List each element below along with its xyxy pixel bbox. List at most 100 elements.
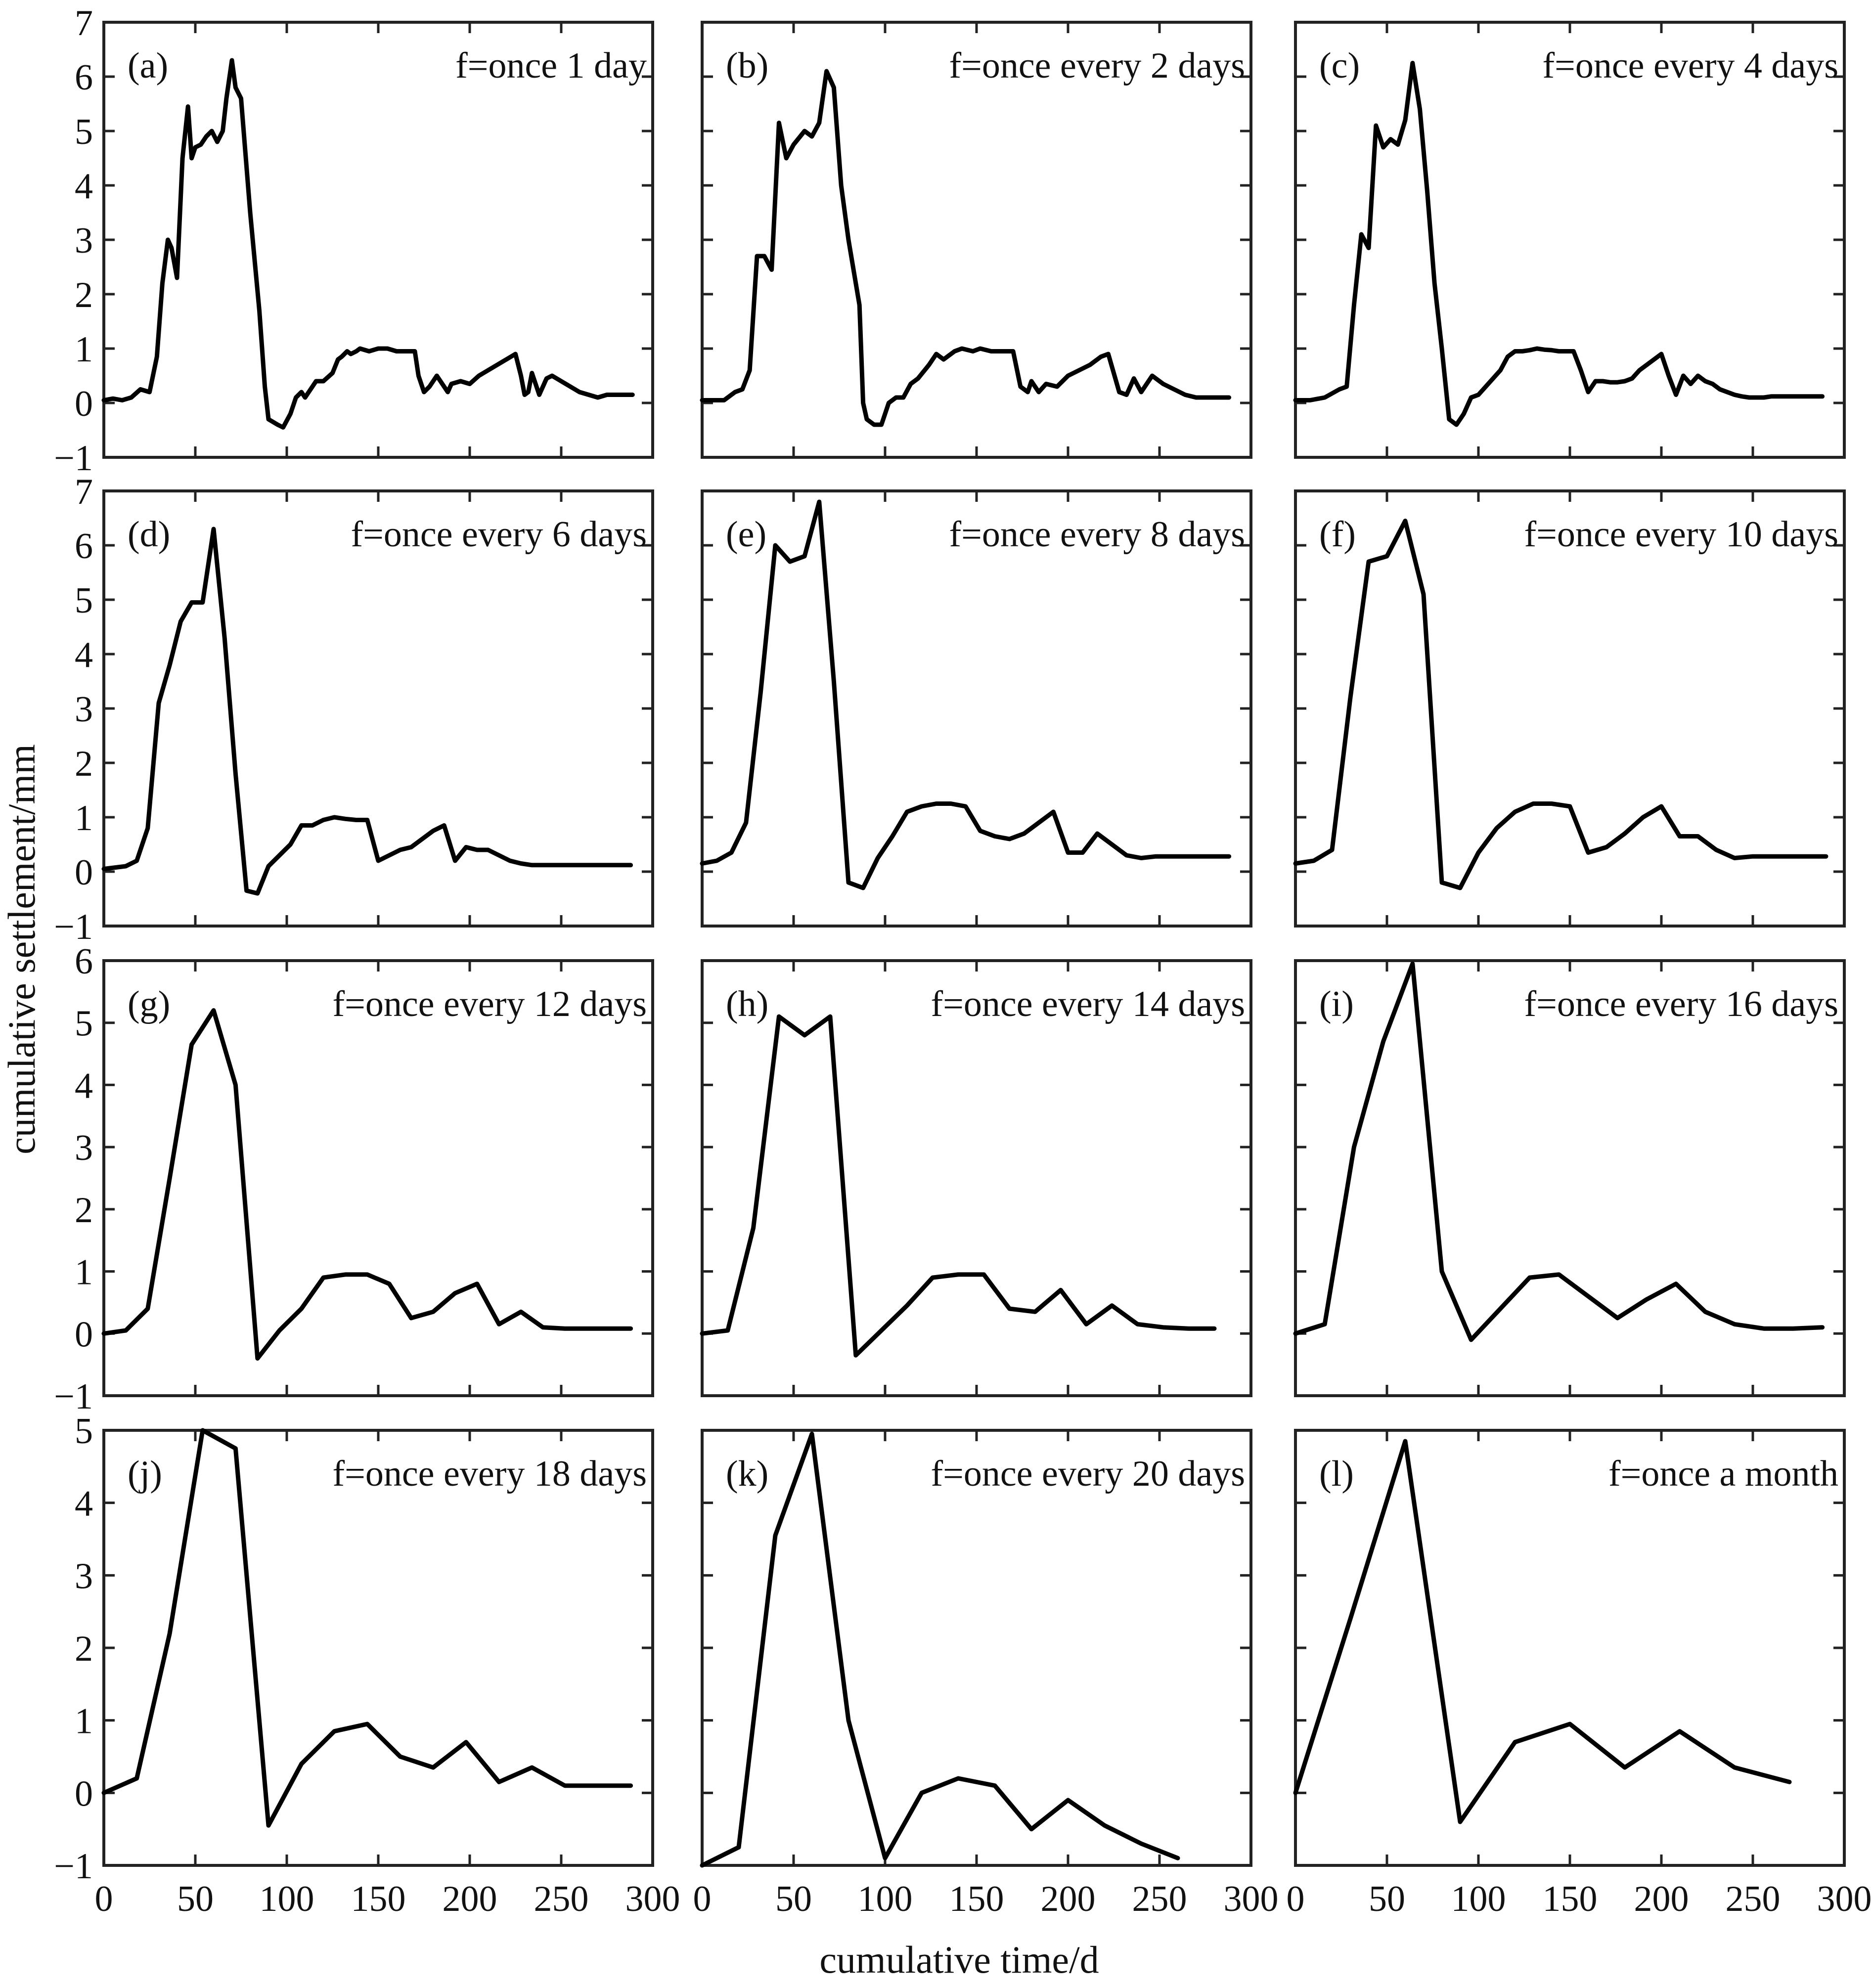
series-line	[1293, 1439, 1792, 1824]
panel-l: 0 50 100 150 200 250 300 (l) f=once a month	[1287, 1429, 1872, 1919]
panel-title: f=once every 14 days	[931, 984, 1245, 1024]
y-tick-label: 5	[75, 112, 93, 152]
x-tick-label: 50	[775, 1879, 812, 1919]
series-line	[101, 1428, 633, 1828]
y-tick-label: 1	[75, 798, 93, 839]
x-tick-label: 250	[1726, 1879, 1781, 1919]
y-tick-label: 0	[75, 1314, 93, 1355]
x-tick-label: 200	[443, 1879, 497, 1919]
panel-d: −1 0 1 2 3 4 5 6 7 (d) f=once every 6 days	[54, 472, 654, 947]
panel-title: f=once every 8 days	[949, 514, 1245, 555]
y-tick-label: 1	[75, 1701, 93, 1742]
panel-label: (b)	[726, 45, 768, 86]
x-tick-label: 0	[1287, 1879, 1305, 1919]
panel-label: (g)	[128, 984, 170, 1024]
series-line	[101, 527, 633, 896]
series-line	[1293, 961, 1825, 1342]
x-tick-label: 100	[260, 1879, 314, 1919]
x-tick-label: 250	[534, 1879, 589, 1919]
x-tick-label: 250	[1132, 1879, 1187, 1919]
x-tick-label: 100	[858, 1879, 913, 1919]
y-tick-label: 6	[75, 526, 93, 567]
y-tick-label: 4	[75, 166, 93, 207]
x-tick-label: 150	[949, 1879, 1004, 1919]
x-tick-label: 0	[693, 1879, 712, 1919]
x-tick-label: 50	[177, 1879, 214, 1919]
panel-label: (e)	[726, 514, 766, 555]
panel-c: (c) f=once every 4 days	[1293, 21, 1846, 459]
panel-i: (i) f=once every 16 days	[1293, 959, 1846, 1397]
x-tick-label: 50	[1369, 1879, 1405, 1919]
y-tick-label: 5	[75, 580, 93, 621]
y-axis-label: cumulative settlement/mm	[0, 744, 43, 1154]
y-tick-label: 2	[75, 744, 93, 784]
y-tick-label: 0	[75, 1773, 93, 1814]
y-tick-label: 3	[75, 1556, 93, 1596]
panel-g: −1 0 1 2 3 4 5 6 (g) f=once every 12 days	[54, 941, 654, 1417]
series-line	[1293, 519, 1828, 890]
panel-frame	[1294, 489, 1846, 928]
y-tick-label: 2	[75, 275, 93, 315]
panel-frame	[102, 1429, 654, 1867]
x-tick-label: 150	[1543, 1879, 1598, 1919]
series-line	[700, 499, 1232, 890]
panel-label: (a)	[128, 45, 168, 86]
panel-frame	[102, 21, 654, 459]
panel-title: f=once every 16 days	[1524, 984, 1838, 1024]
panel-h: (h) f=once every 14 days	[700, 959, 1252, 1397]
panel-title: f=once every 2 days	[949, 45, 1245, 86]
y-tick-label: −1	[54, 1376, 93, 1417]
panel-frame	[701, 21, 1252, 459]
panel-frame	[1294, 21, 1846, 459]
y-tick-label: 5	[75, 1004, 93, 1044]
y-tick-label: 7	[75, 3, 93, 44]
x-tick-label: 150	[351, 1879, 406, 1919]
y-tick-label: 2	[75, 1629, 93, 1669]
panel-title: f=once 1 day	[455, 45, 647, 86]
y-tick-label: 4	[75, 1065, 93, 1106]
panel-frame	[701, 1429, 1252, 1867]
series-line	[1293, 61, 1825, 427]
series-line	[700, 1014, 1217, 1358]
x-tick-label: 100	[1451, 1879, 1506, 1919]
panel-e: (e) f=once every 8 days	[700, 489, 1252, 928]
panel-k: 0 50 100 150 200 250 300 (k) f=once every 20 day…	[693, 1429, 1279, 1919]
panel-title: f=once every 20 days	[931, 1454, 1245, 1494]
panel-label: (k)	[726, 1454, 768, 1494]
y-tick-label: 4	[75, 635, 93, 675]
panel-title: f=once a month	[1608, 1454, 1838, 1494]
panel-b: (b) f=once every 2 days	[700, 21, 1252, 459]
panel-title: f=once every 18 days	[332, 1454, 647, 1494]
y-tick-label: 6	[75, 941, 93, 982]
panel-label: (d)	[128, 514, 170, 555]
y-tick-label: 1	[75, 329, 93, 370]
y-tick-label: 7	[75, 472, 93, 512]
series-line	[700, 69, 1232, 427]
y-tick-label: 4	[75, 1484, 93, 1524]
panel-label: (j)	[128, 1454, 162, 1494]
y-tick-label: −1	[54, 1846, 93, 1887]
panel-title: f=once every 12 days	[332, 984, 647, 1024]
panel-label: (i)	[1319, 984, 1354, 1024]
y-tick-label: 0	[75, 852, 93, 893]
panel-title: f=once every 4 days	[1542, 45, 1838, 86]
series-line	[101, 58, 635, 430]
series-line	[700, 1431, 1180, 1868]
y-tick-label: 3	[75, 1128, 93, 1168]
panel-label: (h)	[726, 984, 768, 1024]
y-tick-label: 0	[75, 384, 93, 424]
panel-label: (l)	[1319, 1454, 1354, 1494]
x-tick-label: 200	[1041, 1879, 1096, 1919]
y-tick-label: −1	[54, 438, 93, 479]
panel-grid: −1 0 1 2 3 4 5 6 7 (a) f=once 1 day (b) f=once every…	[54, 3, 1872, 1919]
panel-frame	[701, 959, 1252, 1397]
y-tick-label: 5	[75, 1411, 93, 1452]
panel-a: −1 0 1 2 3 4 5 6 7 (a) f=once 1 day	[54, 3, 654, 479]
panel-title: f=once every 6 days	[351, 514, 647, 555]
panel-f: (f) f=once every 10 days	[1293, 489, 1846, 928]
panel-label: (f)	[1319, 514, 1356, 555]
y-tick-label: 3	[75, 221, 93, 261]
y-tick-label: 2	[75, 1190, 93, 1231]
